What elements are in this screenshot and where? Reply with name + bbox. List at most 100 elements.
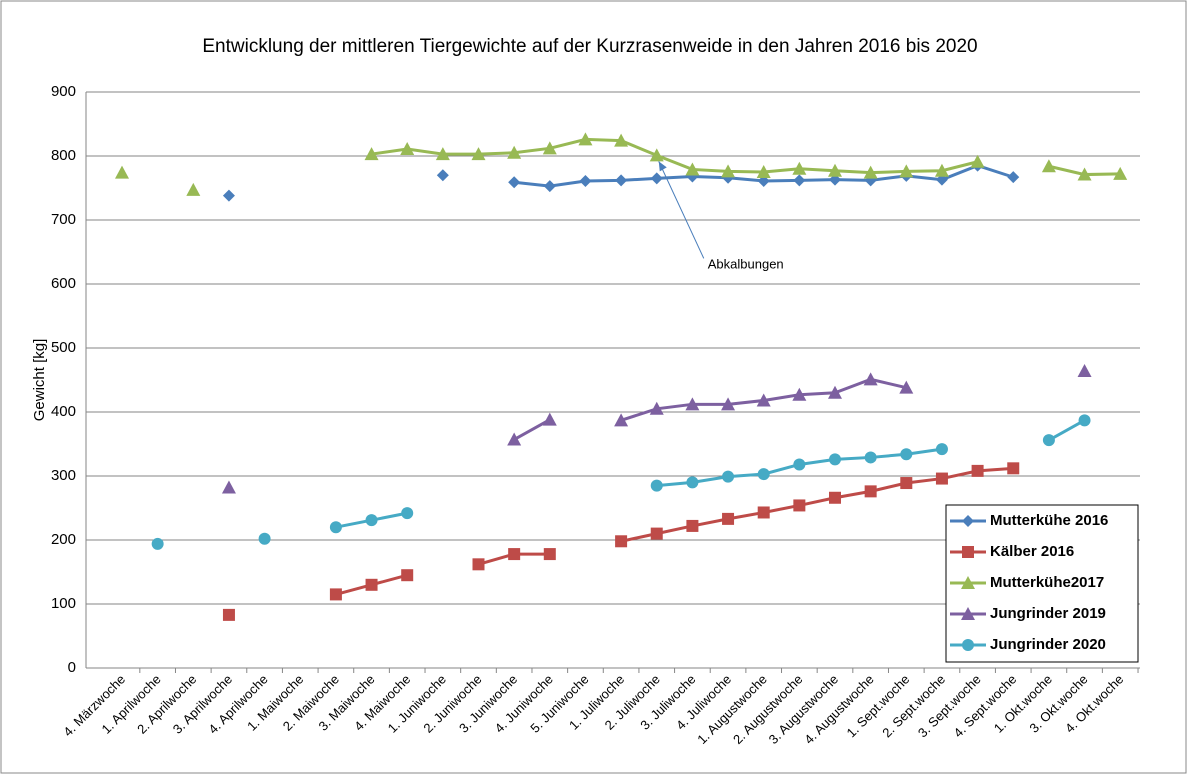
marker xyxy=(222,189,235,202)
y-tick-label: 0 xyxy=(68,659,76,676)
marker xyxy=(507,432,522,446)
marker xyxy=(222,608,235,621)
marker xyxy=(365,514,378,527)
marker xyxy=(934,163,949,177)
marker xyxy=(650,527,663,540)
marker xyxy=(793,174,806,187)
marker xyxy=(221,480,236,494)
marker xyxy=(508,176,521,189)
marker xyxy=(1077,167,1092,181)
marker xyxy=(864,451,877,464)
marker xyxy=(1113,166,1128,180)
legend-label: Kälber 2016 xyxy=(990,543,1074,560)
marker xyxy=(579,174,592,187)
marker xyxy=(401,507,414,520)
legend-label: Jungrinder 2020 xyxy=(990,636,1106,653)
marker xyxy=(792,387,807,401)
marker xyxy=(186,182,201,196)
marker xyxy=(329,588,342,601)
marker xyxy=(650,172,663,185)
marker xyxy=(614,413,629,427)
marker xyxy=(685,397,700,411)
marker xyxy=(471,147,486,161)
marker xyxy=(756,393,771,407)
marker xyxy=(364,147,379,161)
marker xyxy=(828,163,842,177)
marker xyxy=(329,521,342,534)
marker xyxy=(757,506,770,519)
marker xyxy=(899,164,914,178)
marker xyxy=(900,448,913,461)
marker xyxy=(115,165,129,179)
marker xyxy=(829,453,841,466)
y-tick-label: 900 xyxy=(51,83,76,100)
marker xyxy=(401,569,414,582)
marker xyxy=(961,607,975,620)
chart-title: Entwicklung der mittleren Tiergewichte a… xyxy=(202,36,977,57)
marker xyxy=(793,458,806,471)
marker xyxy=(365,578,378,591)
y-tick-label: 200 xyxy=(51,531,76,548)
marker xyxy=(829,491,841,504)
marker xyxy=(1007,171,1020,184)
marker xyxy=(435,147,450,161)
annotation: Abkalbungen xyxy=(708,256,784,271)
y-tick-label: 400 xyxy=(51,403,76,420)
marker xyxy=(258,532,271,545)
y-tick-label: 700 xyxy=(51,211,76,228)
y-tick-label: 800 xyxy=(51,147,76,164)
marker xyxy=(650,479,663,492)
annotation-arrow xyxy=(658,161,705,259)
marker xyxy=(542,141,557,155)
marker xyxy=(863,165,878,179)
marker xyxy=(961,576,975,589)
marker xyxy=(792,161,807,175)
marker xyxy=(757,468,770,481)
marker xyxy=(793,499,806,512)
marker xyxy=(649,148,664,162)
marker xyxy=(722,470,735,483)
marker xyxy=(935,443,948,456)
marker xyxy=(721,397,736,411)
marker xyxy=(900,477,913,490)
marker xyxy=(686,476,699,489)
marker xyxy=(971,464,984,477)
marker xyxy=(685,162,700,176)
legend-label: Jungrinder 2019 xyxy=(990,605,1106,622)
marker xyxy=(962,639,974,651)
marker xyxy=(863,372,878,386)
marker xyxy=(828,385,842,399)
marker xyxy=(962,515,974,527)
marker xyxy=(962,546,974,558)
marker xyxy=(508,548,521,561)
y-tick-label: 300 xyxy=(51,467,76,484)
marker xyxy=(615,535,628,548)
marker xyxy=(899,380,914,394)
marker xyxy=(507,145,522,159)
marker xyxy=(151,537,164,550)
marker xyxy=(542,412,557,426)
y-tick-label: 100 xyxy=(51,595,76,612)
marker xyxy=(864,485,877,498)
marker xyxy=(970,154,985,168)
marker xyxy=(1078,414,1091,427)
marker xyxy=(614,133,629,147)
marker xyxy=(400,141,415,155)
marker xyxy=(543,180,556,193)
legend-label: Mutterkühe 2016 xyxy=(990,512,1108,529)
marker xyxy=(756,165,771,178)
marker xyxy=(721,164,736,178)
marker xyxy=(1041,159,1056,173)
marker xyxy=(578,132,593,146)
marker xyxy=(472,558,485,571)
marker xyxy=(543,548,556,561)
y-tick-label: 500 xyxy=(51,339,76,356)
marker xyxy=(935,472,948,485)
marker xyxy=(1007,462,1020,475)
marker xyxy=(615,174,628,187)
marker xyxy=(649,401,664,415)
y-axis-label: Gewicht [kg] xyxy=(31,339,48,422)
marker xyxy=(722,512,735,525)
marker xyxy=(686,519,699,532)
